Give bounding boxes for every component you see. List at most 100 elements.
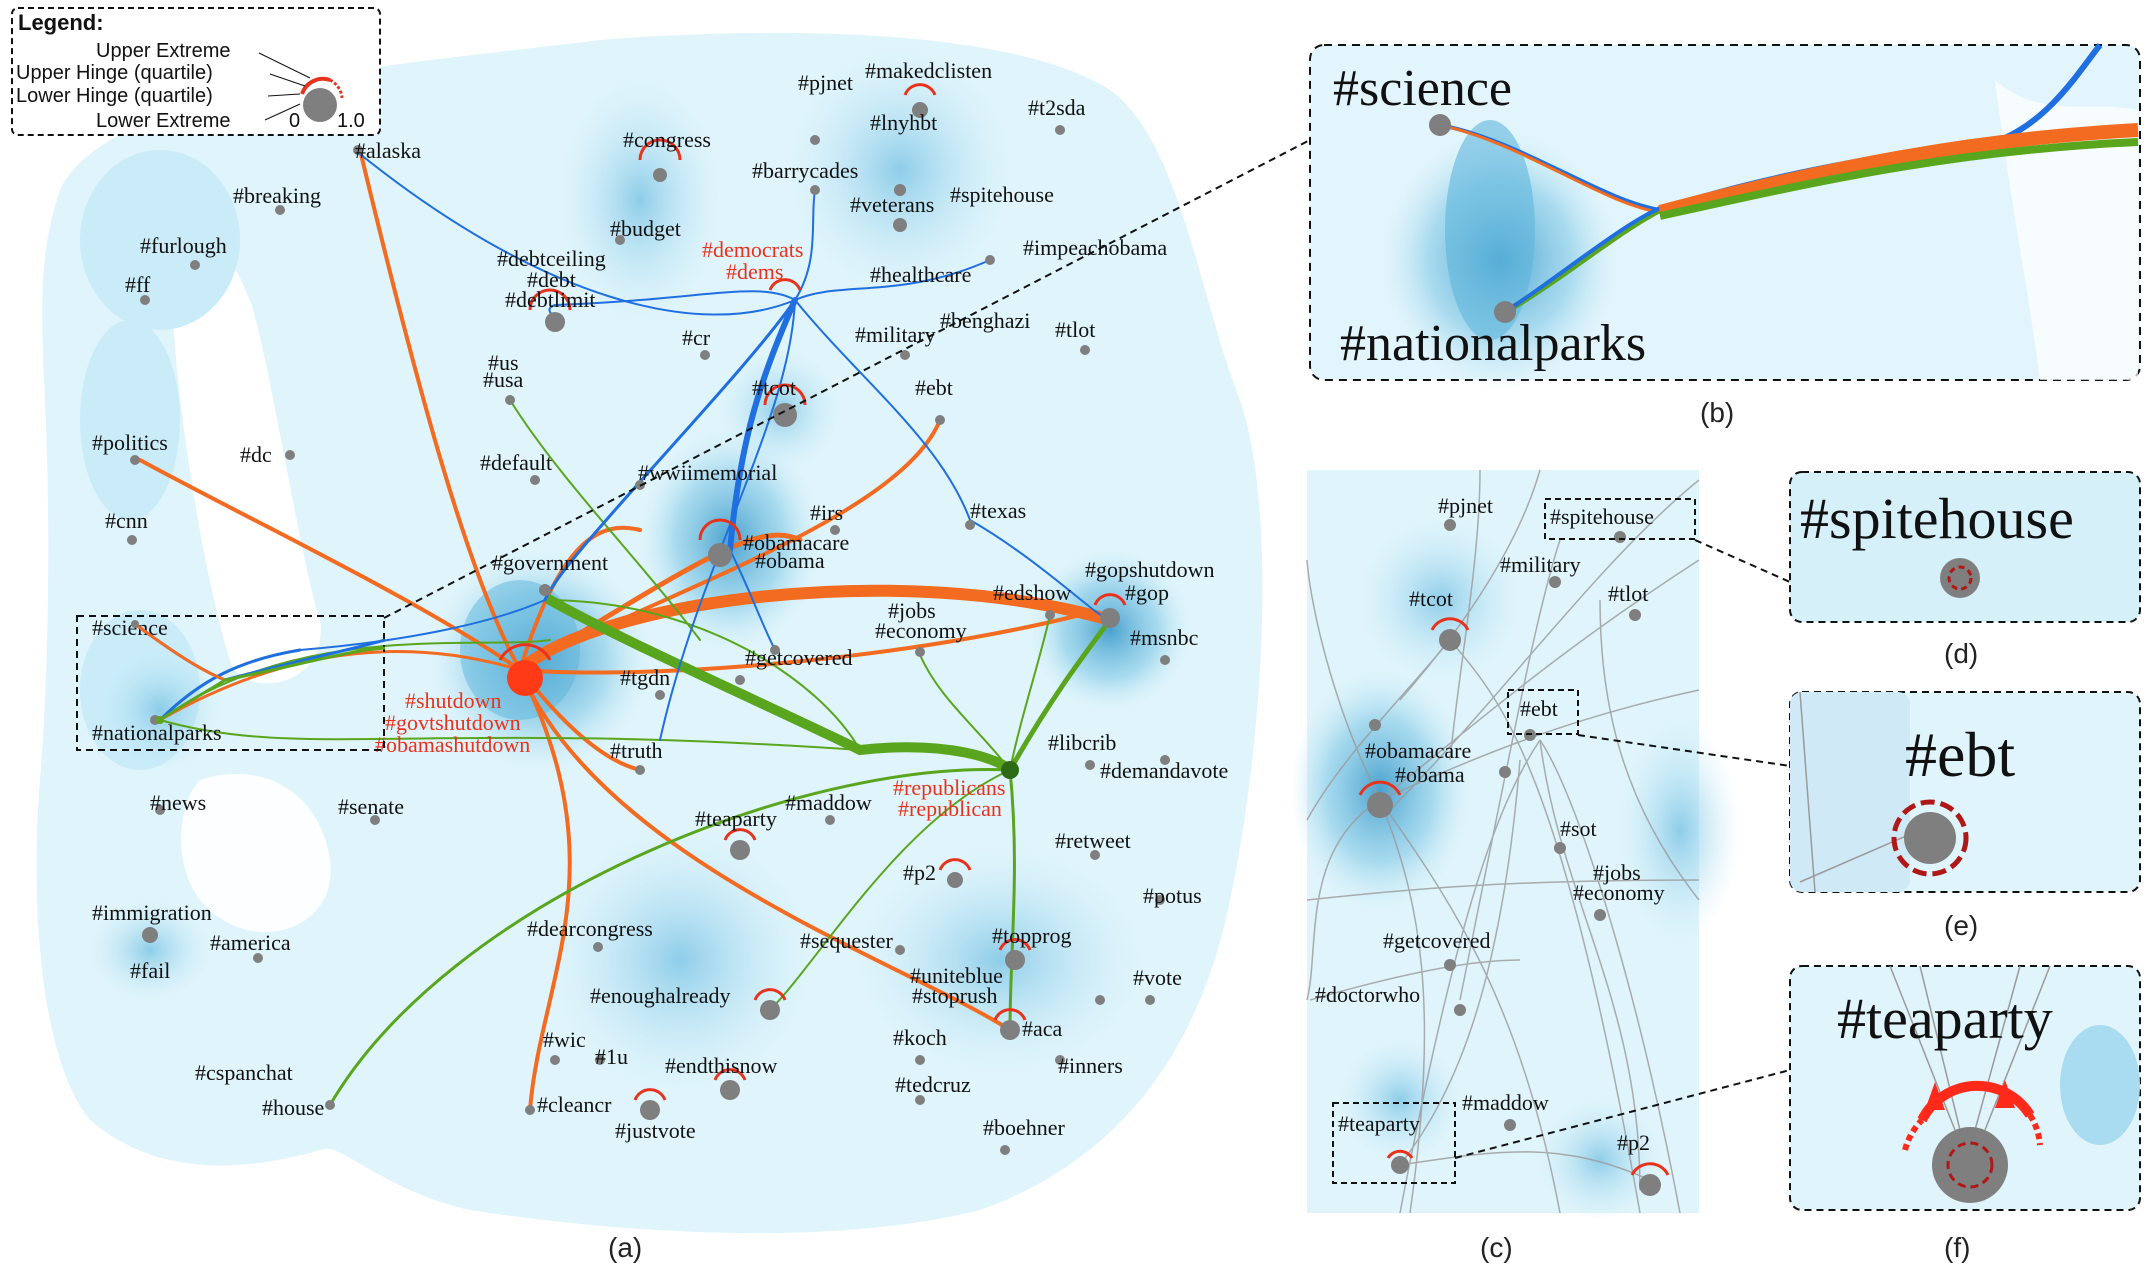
label-cnn: #cnn — [105, 508, 148, 533]
panel-c-economy: #economy — [1573, 880, 1665, 905]
legend-box — [11, 7, 381, 136]
label-ebt: #ebt — [915, 375, 953, 400]
caption-f: (f) — [1944, 1232, 1970, 1263]
label-irs: #irs — [810, 500, 843, 525]
label-wic: #wic — [543, 1027, 586, 1052]
label-demandavote: #demandavote — [1100, 758, 1228, 783]
label-government: #government — [492, 550, 608, 575]
label-military: #military — [855, 322, 936, 347]
panel-c-box-spitehouse — [1544, 498, 1696, 540]
panel-c-getcovered: #getcovered — [1383, 928, 1491, 953]
zoom-box-science — [76, 615, 385, 751]
legend: Legend: Upper Extreme Upper Hinge (quart… — [11, 7, 381, 136]
label-gop: #gop — [1125, 580, 1169, 605]
panel-c-ebt: #ebt — [1520, 696, 1558, 721]
panel-c-tcot: #tcot — [1409, 586, 1453, 611]
label-barrycades: #barrycades — [752, 158, 858, 183]
panel-c-spitehouse: #spitehouse — [1550, 504, 1654, 529]
label-makedclisten: #makedclisten — [865, 58, 992, 83]
label-gopshutdown: #gopshutdown — [1085, 557, 1215, 582]
label-1u: #1u — [595, 1044, 628, 1069]
label-congress: #congress — [623, 127, 711, 152]
panel-c-box-teaparty — [1332, 1102, 1456, 1184]
label-debtceiling: #debtceiling — [497, 246, 606, 271]
label-sequester: #sequester — [800, 928, 894, 953]
label-republican: #republican — [898, 796, 1002, 821]
label-enoughalready: #enoughalready — [590, 983, 731, 1008]
legend-scale-max: 1.0 — [337, 110, 365, 132]
boxplot-glyphs — [498, 83, 1127, 1101]
label-retweet: #retweet — [1055, 828, 1131, 853]
panel-f-label: #teaparty — [1837, 986, 2053, 1051]
legend-glyph-arc — [300, 76, 331, 95]
label-maddow: #maddow — [785, 790, 872, 815]
label-shutdown: #shutdown — [405, 688, 502, 713]
label-tcot: #tcot — [752, 375, 796, 400]
label-obamacare: #obamacare — [743, 530, 849, 555]
panel-c-obamacare: #obamacare — [1365, 738, 1471, 763]
panel-c-maddow: #maddow — [1462, 1090, 1549, 1115]
label-t2sda: #t2sda — [1028, 95, 1086, 120]
label-politics: #politics — [92, 430, 168, 455]
label-usa: #usa — [483, 367, 524, 392]
panel-c: #pjnet #spitehouse #military #tcot #tlot… — [1290, 469, 1740, 1220]
label-uniteblue: #uniteblue — [910, 963, 1003, 988]
label-getcovered: #getcovered — [745, 645, 853, 670]
panel-a-edges — [138, 148, 1116, 1112]
label-news: #news — [150, 790, 206, 815]
legend-upper-extreme: Upper Extreme — [96, 40, 231, 62]
panel-c-tlot: #tlot — [1608, 581, 1648, 606]
panel-c-p2: #p2 — [1617, 1130, 1650, 1155]
science-edges — [131, 620, 386, 722]
label-spitehouse: #spitehouse — [950, 182, 1054, 207]
panel-a-labels: #alaska #breaking #furlough #ff #congres… — [92, 58, 1228, 1143]
label-nationalparks: #nationalparks — [92, 720, 222, 745]
panel-e-label: #ebt — [1905, 719, 2015, 790]
label-libcrib: #libcrib — [1048, 730, 1116, 755]
zoom-leaders-c — [1454, 539, 1791, 1159]
label-p2: #p2 — [903, 860, 936, 885]
label-potus: #potus — [1143, 883, 1202, 908]
legend-lower-extreme: Lower Extreme — [96, 110, 231, 132]
label-benghazi: #benghazi — [940, 308, 1030, 333]
panel-b: #science #nationalparks — [1309, 43, 2141, 390]
label-dearcongress: #dearcongress — [527, 916, 653, 941]
label-obama: #obama — [755, 548, 825, 573]
label-teaparty: #teaparty — [695, 806, 777, 831]
caption-a: (a) — [608, 1232, 642, 1263]
panel-c-jobs: #jobs — [1593, 860, 1641, 885]
label-republicans: #republicans — [893, 775, 1005, 800]
label-edshow: #edshow — [993, 580, 1071, 605]
label-fail: #fail — [130, 958, 170, 983]
label-justvote: #justvote — [615, 1118, 696, 1143]
label-breaking: #breaking — [233, 183, 321, 208]
panel-c-pjnet: #pjnet — [1438, 493, 1493, 518]
panel-f: #teaparty — [1789, 965, 2141, 1211]
label-alaska: #alaska — [355, 138, 421, 163]
label-msnbc: #msnbc — [1130, 625, 1199, 650]
caption-d: (d) — [1944, 638, 1978, 669]
label-impeachobama: #impeachobama — [1023, 235, 1167, 260]
label-budget: #budget — [610, 216, 681, 241]
label-america: #america — [210, 930, 291, 955]
panel-c-sot: #sot — [1560, 816, 1597, 841]
label-cleancr: #cleancr — [537, 1092, 612, 1117]
panel-c-teaparty: #teaparty — [1338, 1111, 1420, 1136]
label-truth: #truth — [610, 738, 663, 763]
panel-c-box-ebt — [1507, 689, 1579, 735]
panel-e: #ebt — [1789, 691, 2141, 893]
label-tgdn: #tgdn — [620, 665, 670, 690]
label-koch: #koch — [893, 1025, 947, 1050]
caption-e: (e) — [1944, 910, 1978, 941]
label-aca: #aca — [1022, 1016, 1063, 1041]
label-tedcruz: #tedcruz — [895, 1072, 971, 1097]
legend-upper-hinge: Upper Hinge (quartile) — [16, 62, 213, 84]
shutdown-hub — [507, 660, 543, 696]
panel-d-label: #spitehouse — [1800, 486, 2074, 551]
label-cspanchat: #cspanchat — [195, 1060, 293, 1085]
label-economy: #economy — [875, 618, 967, 643]
panel-d: #spitehouse — [1789, 471, 2141, 623]
label-texas: #texas — [970, 498, 1026, 523]
label-tlot: #tlot — [1055, 317, 1095, 342]
